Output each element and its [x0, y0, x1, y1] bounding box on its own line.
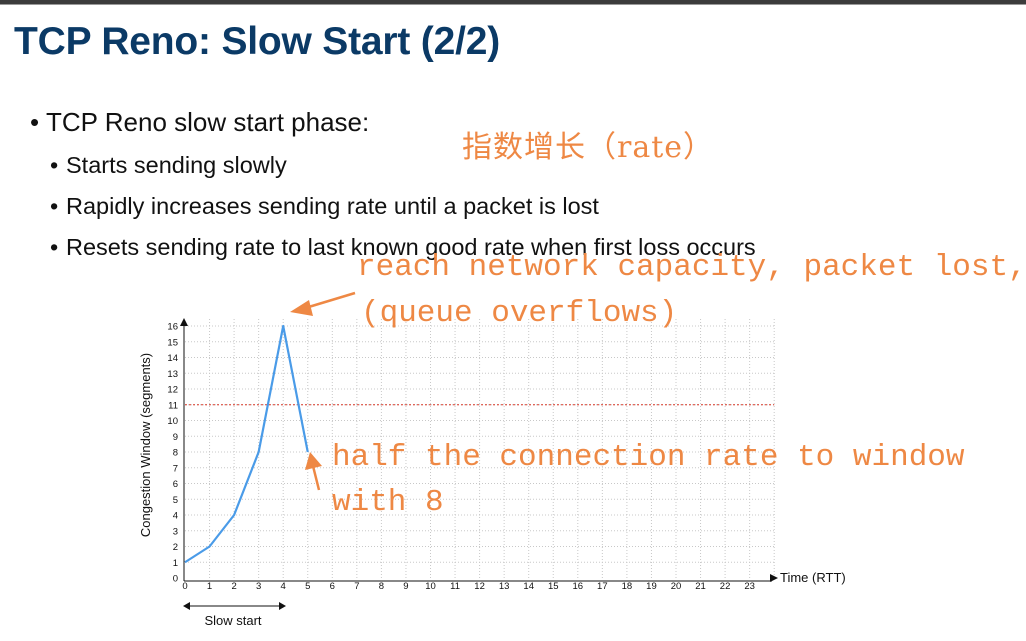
x-tick-label: 9 — [403, 581, 408, 592]
x-axis-arrow-icon — [770, 574, 778, 582]
x-tick-label: 16 — [573, 581, 584, 592]
x-tick-label: 1 — [207, 581, 212, 592]
x-tick-label: 12 — [474, 581, 485, 592]
x-tick-label: 22 — [720, 581, 731, 592]
x-tick-label: 0 — [182, 581, 187, 592]
annotation-halve-2: with 8 — [332, 485, 444, 520]
y-tick-label: 9 — [173, 432, 178, 443]
x-tick-label: 7 — [354, 581, 359, 592]
x-tick-label: 2 — [231, 581, 236, 592]
x-tick-label: 19 — [646, 581, 657, 592]
annotation-capacity-2: (queue overflows) — [361, 296, 677, 331]
x-tick-label: 6 — [330, 581, 335, 592]
x-tick-label: 15 — [548, 581, 559, 592]
y-tick-label: 6 — [173, 479, 178, 490]
series-line-cwnd — [185, 326, 308, 562]
y-axis-title: Congestion Window (segments) — [138, 353, 153, 537]
slow-start-label: Slow start — [204, 613, 261, 628]
y-tick-label: 5 — [173, 495, 178, 506]
x-tick-label: 8 — [379, 581, 384, 592]
y-tick-label: 16 — [167, 322, 178, 333]
span-left-arrow-icon — [183, 602, 190, 610]
y-tick-label: 1 — [173, 558, 178, 569]
x-tick-label: 13 — [499, 581, 510, 592]
y-axis-arrow-icon — [180, 318, 188, 326]
x-tick-label: 10 — [425, 581, 436, 592]
annotation-capacity-1: reach network capacity, packet lost, — [357, 250, 1026, 285]
x-tick-label: 5 — [305, 581, 310, 592]
y-tick-label: 15 — [167, 337, 178, 348]
x-tick-label: 18 — [622, 581, 633, 592]
x-axis-title: Time (RTT) — [780, 570, 846, 585]
y-tick-label: 3 — [173, 526, 178, 537]
y-tick-label: 12 — [167, 385, 178, 396]
x-tick-label: 23 — [744, 581, 755, 592]
span-right-arrow-icon — [279, 602, 286, 610]
x-tick-labels: 0 1 2 3 4 5 6 7 8 9 10 11 12 13 14 15 16 17 18 19 20 21 22 23 — [182, 581, 755, 592]
annotation-halve-1: half the connection rate to window — [332, 440, 965, 475]
x-tick-label: 20 — [671, 581, 682, 592]
y-tick-label: 2 — [173, 542, 178, 553]
x-tick-label: 17 — [597, 581, 608, 592]
y-tick-label: 14 — [167, 353, 178, 364]
y-tick-label: 4 — [173, 511, 178, 522]
x-tick-label: 14 — [523, 581, 534, 592]
halve-arrow-shaft — [313, 466, 319, 490]
y-tick-label: 13 — [167, 369, 178, 380]
x-tick-label: 3 — [256, 581, 261, 592]
y-tick-label: 11 — [168, 400, 178, 411]
x-tick-label: 21 — [695, 581, 706, 592]
y-tick-label: 8 — [173, 448, 178, 459]
peak-arrow-icon — [290, 300, 313, 316]
y-tick-label: 7 — [173, 463, 178, 474]
x-tick-label: 4 — [281, 581, 286, 592]
annotation-exponential: 指数增长（rate） — [462, 122, 714, 166]
y-tick-label: 0 — [173, 574, 178, 585]
x-tick-label: 11 — [450, 581, 460, 592]
y-tick-label: 10 — [167, 416, 178, 427]
